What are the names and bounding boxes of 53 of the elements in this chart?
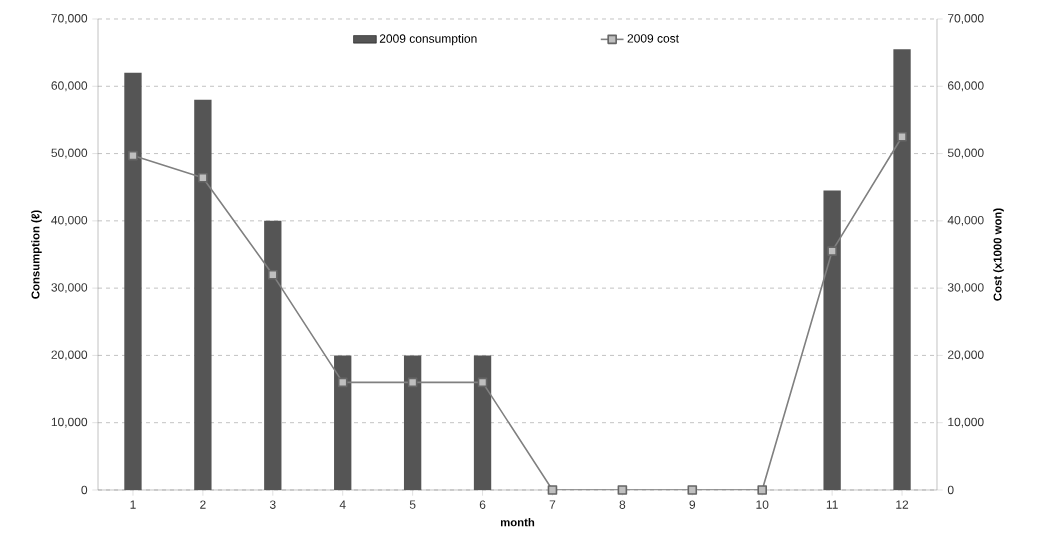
point — [897, 131, 907, 142]
x-tick-label: 3 — [269, 500, 276, 509]
x-tick-label: 4 — [339, 500, 346, 509]
x-tick-label: 12 — [896, 500, 909, 509]
y2-tick-label: 50,000 — [947, 148, 984, 159]
point — [477, 377, 488, 388]
bar — [403, 355, 422, 490]
point — [337, 377, 348, 388]
bar — [823, 190, 841, 490]
y2-tick-label: 70,000 — [948, 14, 984, 24]
point — [757, 485, 768, 495]
y2-tick-label: 10,000 — [948, 417, 984, 428]
point — [128, 150, 138, 161]
y2-tick-label: 0 — [947, 485, 954, 495]
y2-tick-label: 60,000 — [948, 81, 984, 92]
y-tick-label: 20,000 — [51, 350, 88, 361]
point — [198, 172, 208, 183]
y2-axis-title: Cost (x1000 won) — [993, 208, 1004, 301]
x-tick-label: 8 — [619, 500, 626, 509]
x-axis-title: month — [500, 518, 535, 527]
y-tick-label: 10,000 — [51, 417, 88, 428]
bar — [893, 49, 911, 490]
point — [268, 269, 278, 280]
x-tick-label: 9 — [689, 500, 696, 509]
x-tick-label: 11 — [826, 500, 838, 509]
bar — [194, 99, 212, 490]
bar — [473, 355, 492, 490]
y-axis-title: Consumption (ℓ) — [31, 210, 42, 299]
bar — [264, 220, 282, 490]
x-tick-label: 10 — [756, 500, 769, 509]
point — [827, 246, 837, 256]
y-tick-label: 40,000 — [51, 215, 88, 226]
x-tick-label: 5 — [409, 500, 416, 509]
point — [687, 485, 698, 495]
legend-label: 2009 consumption — [379, 34, 477, 46]
x-tick-label: 6 — [479, 500, 486, 509]
y2-tick-label: 40,000 — [947, 215, 984, 226]
y-tick-label: 60,000 — [51, 81, 88, 92]
y2-tick-label: 30,000 — [947, 283, 984, 294]
point — [407, 377, 418, 388]
x-tick-label: 7 — [549, 500, 556, 509]
y-tick-label: 30,000 — [51, 283, 88, 294]
y-tick-label: 0 — [81, 485, 88, 495]
y-tick-label: 50,000 — [51, 148, 88, 159]
point — [617, 485, 628, 495]
y-tick-label: 70,000 — [51, 14, 88, 24]
legend-label: 2009 cost — [627, 34, 679, 43]
y2-tick-label: 20,000 — [948, 350, 984, 361]
x-tick-label: 2 — [200, 500, 206, 509]
bar — [334, 355, 352, 490]
x-tick-label: 1 — [130, 500, 136, 509]
point — [547, 485, 558, 495]
bar — [124, 72, 142, 490]
